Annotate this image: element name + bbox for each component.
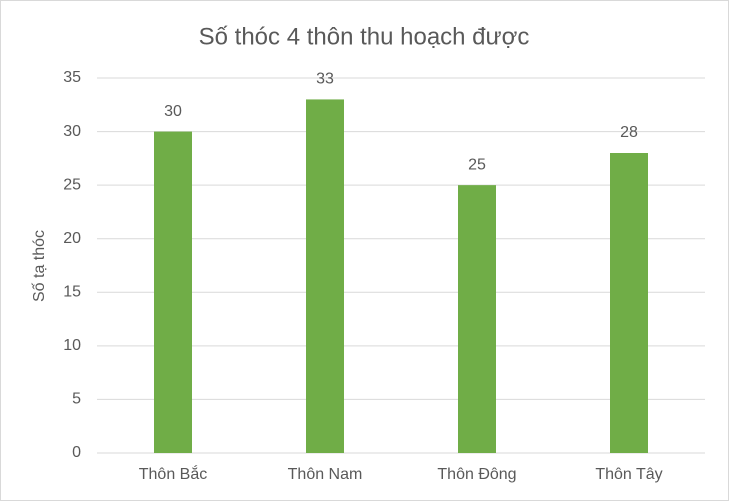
data-label: 33 bbox=[316, 71, 334, 88]
bar bbox=[458, 185, 496, 453]
x-tick-label: Thôn Tây bbox=[595, 466, 662, 483]
data-label: 28 bbox=[620, 124, 638, 141]
data-label: 30 bbox=[164, 103, 182, 120]
bar bbox=[306, 99, 344, 453]
y-tick-label: 35 bbox=[63, 69, 81, 86]
y-tick-label: 10 bbox=[63, 337, 81, 354]
x-tick-label: Thôn Đông bbox=[437, 466, 516, 483]
y-tick-label: 0 bbox=[72, 444, 81, 461]
y-tick-label: 5 bbox=[72, 391, 81, 408]
x-tick-label: Thôn Bắc bbox=[139, 464, 207, 483]
y-tick-label: 30 bbox=[63, 123, 81, 140]
y-axis-label: Số tạ thóc bbox=[31, 230, 48, 302]
bar bbox=[610, 153, 648, 453]
bar bbox=[154, 131, 192, 454]
x-tick-label: Thôn Nam bbox=[288, 466, 363, 483]
chart-title: Số thóc 4 thôn thu hoạch được bbox=[199, 23, 530, 50]
y-tick-label: 20 bbox=[63, 230, 81, 247]
y-tick-label: 15 bbox=[63, 284, 81, 301]
data-label: 25 bbox=[468, 156, 486, 173]
y-tick-label: 25 bbox=[63, 176, 81, 193]
